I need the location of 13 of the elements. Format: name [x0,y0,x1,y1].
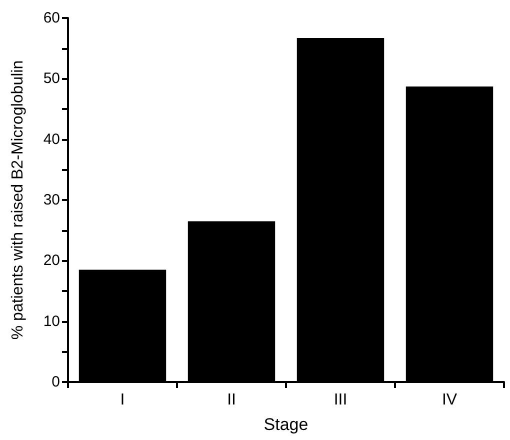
y-tick-label: 10 [43,312,60,330]
y-tick-label: 50 [43,70,60,88]
x-tick-label: IV [442,392,458,408]
y-tick-label: 60 [43,10,60,26]
y-tick-label: 0 [52,374,60,390]
y-axis-title: % patients with raised B2-Microglobulin [10,60,26,340]
x-axis-title: Stage [264,415,308,434]
x-tick-label: I [120,392,125,408]
y-tick-label: 40 [43,130,60,148]
x-tick-label: II [227,392,236,408]
y-tick-label: 30 [43,192,60,208]
x-tick-label: III [334,392,348,408]
y-tick-label: 20 [43,252,60,270]
